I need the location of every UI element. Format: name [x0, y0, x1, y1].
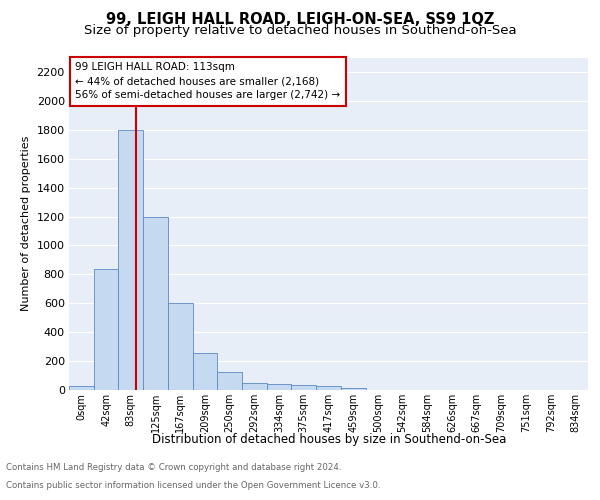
Bar [292, 385, 316, 390]
Bar [217, 372, 242, 390]
Text: Distribution of detached houses by size in Southend-on-Sea: Distribution of detached houses by size … [152, 432, 506, 446]
Bar [168, 304, 193, 390]
Bar [316, 386, 341, 390]
Bar [118, 130, 143, 390]
Text: Size of property relative to detached houses in Southend-on-Sea: Size of property relative to detached ho… [83, 24, 517, 37]
Text: 99 LEIGH HALL ROAD: 113sqm
← 44% of detached houses are smaller (2,168)
56% of s: 99 LEIGH HALL ROAD: 113sqm ← 44% of deta… [75, 62, 340, 100]
Text: Contains HM Land Registry data © Crown copyright and database right 2024.: Contains HM Land Registry data © Crown c… [6, 464, 341, 472]
Y-axis label: Number of detached properties: Number of detached properties [21, 136, 31, 312]
Bar [341, 388, 365, 390]
Bar [69, 386, 94, 390]
Text: 99, LEIGH HALL ROAD, LEIGH-ON-SEA, SS9 1QZ: 99, LEIGH HALL ROAD, LEIGH-ON-SEA, SS9 1… [106, 12, 494, 28]
Bar [267, 384, 292, 390]
Text: Contains public sector information licensed under the Open Government Licence v3: Contains public sector information licen… [6, 481, 380, 490]
Bar [143, 216, 168, 390]
Bar [242, 384, 267, 390]
Bar [94, 268, 118, 390]
Bar [193, 353, 217, 390]
